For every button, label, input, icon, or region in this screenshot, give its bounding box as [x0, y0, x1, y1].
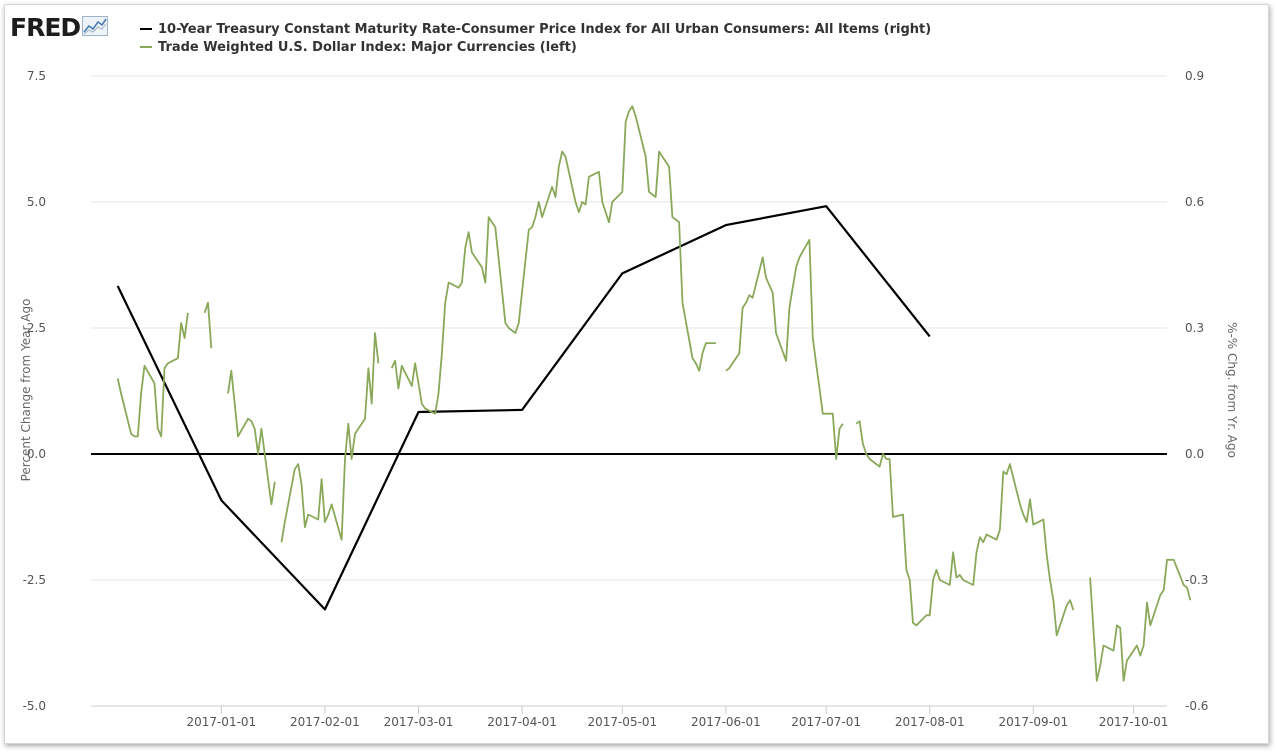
- x-tick-label: 2017-06-01: [691, 715, 761, 729]
- right-axis-title: %-% Chg. from Yr. Ago: [1225, 322, 1239, 458]
- right-axis-ticks: -0.6 -0.3 0.0 0.3 0.6 0.9: [1185, 69, 1208, 713]
- x-tick-label: 2017-04-01: [487, 715, 557, 729]
- fred-chart-icon: [82, 16, 109, 36]
- fred-logo: FRED: [10, 13, 109, 44]
- series-line-dollar-index-segment: [1089, 558, 1192, 682]
- right-tick-label: 0.3: [1185, 321, 1204, 335]
- chart-legend: 10-Year Treasury Constant Maturity Rate-…: [140, 20, 931, 56]
- left-tick-label: 5.0: [27, 195, 46, 209]
- x-tick-label: 2017-02-01: [290, 715, 360, 729]
- legend-label-treasury-cpi: 10-Year Treasury Constant Maturity Rate-…: [158, 21, 932, 37]
- legend-item-dollar-index[interactable]: Trade Weighted U.S. Dollar Index: Major …: [140, 38, 931, 56]
- series-line-dollar-index-segment: [390, 105, 716, 415]
- series-line-dollar-index-segment: [855, 420, 1075, 637]
- x-tick-label: 2017-09-01: [998, 715, 1068, 729]
- x-tick-label: 2017-08-01: [895, 715, 965, 729]
- left-tick-label: -5.0: [23, 699, 46, 713]
- right-tick-label: 0.0: [1185, 447, 1204, 461]
- x-tick-label: 2017-10-01: [1099, 715, 1169, 729]
- chart-frame: [4, 4, 1269, 744]
- left-axis-ticks: -5.0 -2.5 0.0 2.5 5.0 7.5: [23, 69, 46, 713]
- left-tick-label: 0.0: [27, 447, 46, 461]
- series-line-dollar-index-segment: [725, 238, 844, 460]
- x-tick-label: 2017-01-01: [186, 715, 256, 729]
- right-tick-label: -0.6: [1185, 699, 1208, 713]
- series-layer: [116, 105, 1192, 682]
- left-tick-label: 7.5: [27, 69, 46, 83]
- legend-swatch-black: [140, 28, 152, 30]
- right-tick-label: 0.6: [1185, 195, 1204, 209]
- x-tick-label: 2017-03-01: [384, 715, 454, 729]
- left-axis-title: Percent Change from Year Ago: [19, 299, 33, 482]
- series-line-dollar-index-segment: [116, 312, 189, 438]
- x-tick-label: 2017-05-01: [587, 715, 657, 729]
- series-line-dollar-index-segment: [203, 301, 213, 349]
- right-tick-label: 0.9: [1185, 69, 1204, 83]
- x-axis-ticks: 2017-01-01 2017-02-01 2017-03-01 2017-04-01…: [91, 705, 1169, 729]
- series-line-treasury-cpi: [116, 205, 931, 611]
- legend-item-treasury-cpi[interactable]: 10-Year Treasury Constant Maturity Rate-…: [140, 20, 931, 38]
- x-tick-label: 2017-07-01: [791, 715, 861, 729]
- series-line-dollar-index-segment: [227, 369, 276, 506]
- fred-logo-text: FRED: [10, 13, 81, 42]
- legend-swatch-green: [140, 46, 152, 48]
- gridlines: [91, 75, 1167, 707]
- legend-label-dollar-index: Trade Weighted U.S. Dollar Index: Major …: [158, 39, 577, 55]
- left-tick-label: 2.5: [27, 321, 46, 335]
- series-line-dollar-index-segment: [280, 332, 380, 543]
- right-tick-label: -0.3: [1185, 573, 1208, 587]
- left-tick-label: -2.5: [23, 573, 46, 587]
